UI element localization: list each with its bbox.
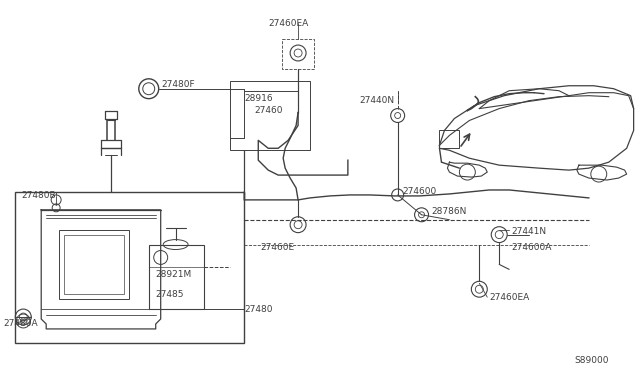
Text: 27460EA: 27460EA [268,19,308,28]
Text: 27460: 27460 [254,106,283,115]
Text: 27480B: 27480B [21,192,56,201]
Bar [59,230,129,299]
Bar [148,244,204,309]
Bar [64,235,124,294]
Text: 27480: 27480 [244,305,273,314]
Text: 28916: 28916 [244,94,273,103]
Text: 27441N: 27441N [511,227,547,236]
Text: 27485: 27485 [156,290,184,299]
Text: 27460E: 27460E [260,243,294,252]
Text: 27460EA: 27460EA [489,293,529,302]
Text: 274600: 274600 [403,187,437,196]
Text: 27480F: 27480F [162,80,195,89]
Bar [440,131,460,148]
Text: 27480A: 27480A [3,320,38,328]
Bar [282,39,314,69]
Text: 274600A: 274600A [511,243,552,252]
Text: 28921M: 28921M [156,270,192,279]
Text: S89000: S89000 [574,356,609,365]
Bar [230,81,310,150]
Bar [15,192,244,343]
Text: 27440N: 27440N [360,96,395,105]
Text: 28786N: 28786N [431,207,467,216]
